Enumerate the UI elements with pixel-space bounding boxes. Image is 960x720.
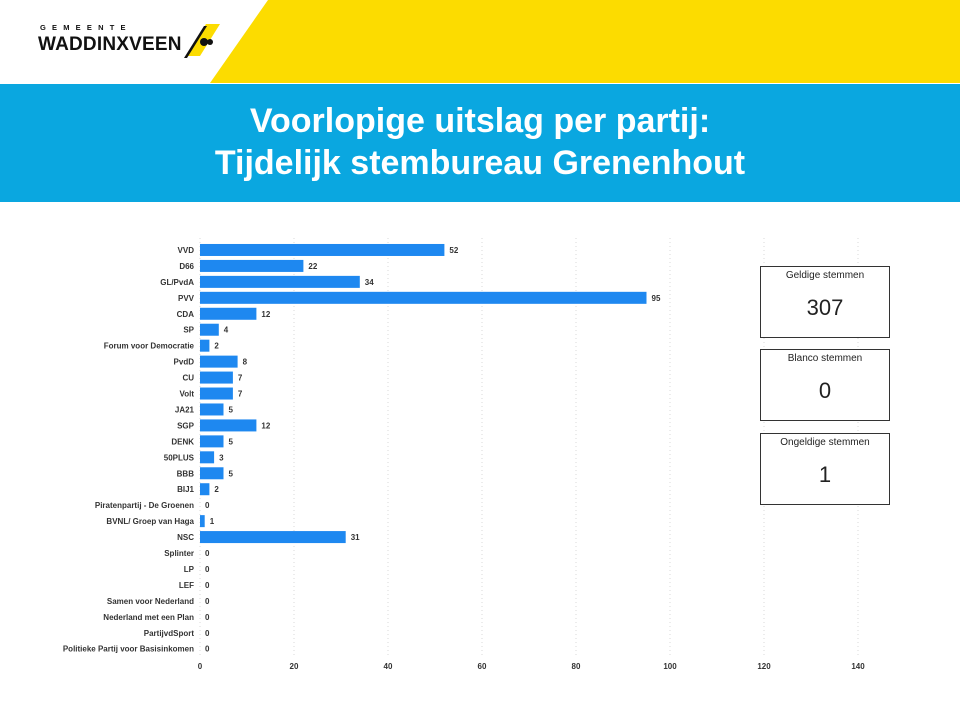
bar bbox=[200, 531, 346, 544]
blank-votes-card: Blanco stemmen 0 bbox=[760, 349, 890, 421]
category-label: VVD bbox=[178, 246, 195, 255]
municipality-logo: GEMEENTE WADDINXVEEN bbox=[38, 20, 228, 70]
value-label: 95 bbox=[652, 294, 661, 303]
category-label: PartijvdSport bbox=[144, 629, 195, 638]
title-band: Voorlopige uitslag per partij: Tijdelijk… bbox=[0, 84, 960, 202]
page-title-line-2: Tijdelijk stembureau Grenenhout bbox=[214, 144, 746, 182]
bar bbox=[200, 515, 205, 528]
bar bbox=[200, 339, 210, 352]
category-label: Splinter bbox=[164, 549, 194, 558]
category-label: Piratenpartij - De Groenen bbox=[95, 501, 194, 510]
category-label: PVV bbox=[178, 294, 195, 303]
value-label: 52 bbox=[449, 246, 458, 255]
bar bbox=[200, 355, 238, 368]
category-label: NSC bbox=[177, 533, 194, 542]
bar bbox=[200, 259, 304, 272]
page-title-line-1: Voorlopige uitslag per partij: bbox=[249, 102, 711, 140]
value-label: 5 bbox=[229, 405, 234, 414]
category-label: CU bbox=[182, 374, 194, 383]
valid-votes-label: Geldige stemmen bbox=[785, 270, 865, 281]
category-label: LP bbox=[184, 565, 195, 574]
value-label: 3 bbox=[219, 453, 224, 462]
invalid-votes-value: 1 bbox=[818, 462, 832, 487]
category-label: D66 bbox=[179, 262, 194, 271]
value-label: 8 bbox=[243, 358, 248, 367]
category-label: Politieke Partij voor Basisinkomen bbox=[63, 645, 194, 654]
category-label: DENK bbox=[171, 437, 194, 446]
bar bbox=[200, 419, 257, 432]
logo-crest-icon bbox=[184, 24, 220, 58]
category-label: Samen voor Nederland bbox=[107, 597, 194, 606]
bar bbox=[200, 451, 215, 464]
category-label: JA21 bbox=[175, 405, 195, 414]
value-label: 5 bbox=[229, 469, 234, 478]
category-label: CDA bbox=[177, 310, 195, 319]
value-label: 1 bbox=[210, 517, 215, 526]
category-label: BBB bbox=[177, 469, 195, 478]
yellow-band bbox=[210, 0, 960, 83]
blank-votes-value: 0 bbox=[818, 378, 832, 403]
category-label: SP bbox=[183, 326, 194, 335]
value-label: 4 bbox=[224, 326, 229, 335]
x-tick-label: 40 bbox=[384, 662, 393, 671]
value-label: 2 bbox=[214, 485, 219, 494]
value-label: 0 bbox=[205, 549, 210, 558]
value-label: 7 bbox=[238, 374, 243, 383]
invalid-votes-card: Ongeldige stemmen 1 bbox=[760, 433, 890, 505]
bar bbox=[200, 307, 257, 320]
valid-votes-card: Geldige stemmen 307 bbox=[760, 266, 890, 338]
category-label: Volt bbox=[179, 390, 194, 399]
value-label: 31 bbox=[351, 533, 360, 542]
bar bbox=[200, 323, 219, 336]
value-label: 0 bbox=[205, 613, 210, 622]
value-label: 0 bbox=[205, 581, 210, 590]
bar bbox=[200, 243, 445, 256]
bar bbox=[200, 403, 224, 416]
x-tick-label: 80 bbox=[572, 662, 581, 671]
x-tick-label: 100 bbox=[663, 662, 677, 671]
valid-votes-value: 307 bbox=[806, 295, 844, 320]
value-label: 0 bbox=[205, 501, 210, 510]
bar bbox=[200, 291, 647, 304]
x-tick-label: 0 bbox=[198, 662, 203, 671]
logo-big-text: WADDINXVEEN bbox=[38, 34, 182, 55]
logo-small-text: GEMEENTE bbox=[40, 23, 132, 32]
category-label: BIJ1 bbox=[177, 485, 194, 494]
bar bbox=[200, 435, 224, 448]
blank-votes-label: Blanco stemmen bbox=[787, 353, 863, 364]
value-label: 12 bbox=[261, 310, 270, 319]
value-label: 2 bbox=[214, 342, 219, 351]
category-label: LEF bbox=[179, 581, 194, 590]
bar bbox=[200, 371, 233, 384]
value-label: 34 bbox=[365, 278, 374, 287]
category-label: Forum voor Democratie bbox=[104, 342, 195, 351]
value-label: 22 bbox=[308, 262, 317, 271]
value-label: 0 bbox=[205, 629, 210, 638]
category-label: GL/PvdA bbox=[160, 278, 194, 287]
value-label: 0 bbox=[205, 597, 210, 606]
bar bbox=[200, 483, 210, 496]
x-tick-label: 120 bbox=[757, 662, 771, 671]
category-label: PvdD bbox=[174, 358, 195, 367]
value-label: 0 bbox=[205, 565, 210, 574]
x-tick-label: 60 bbox=[478, 662, 487, 671]
bar bbox=[200, 387, 233, 400]
category-label: Nederland met een Plan bbox=[103, 613, 194, 622]
value-label: 0 bbox=[205, 645, 210, 654]
category-label: 50PLUS bbox=[164, 453, 195, 462]
bar bbox=[200, 275, 360, 288]
value-label: 5 bbox=[229, 437, 234, 446]
invalid-votes-label: Ongeldige stemmen bbox=[780, 437, 870, 448]
value-label: 12 bbox=[261, 421, 270, 430]
value-label: 7 bbox=[238, 390, 243, 399]
category-label: BVNL/ Groep van Haga bbox=[106, 517, 194, 526]
category-label: SGP bbox=[177, 421, 195, 430]
x-tick-label: 140 bbox=[851, 662, 865, 671]
x-tick-label: 20 bbox=[290, 662, 299, 671]
bar bbox=[200, 467, 224, 480]
